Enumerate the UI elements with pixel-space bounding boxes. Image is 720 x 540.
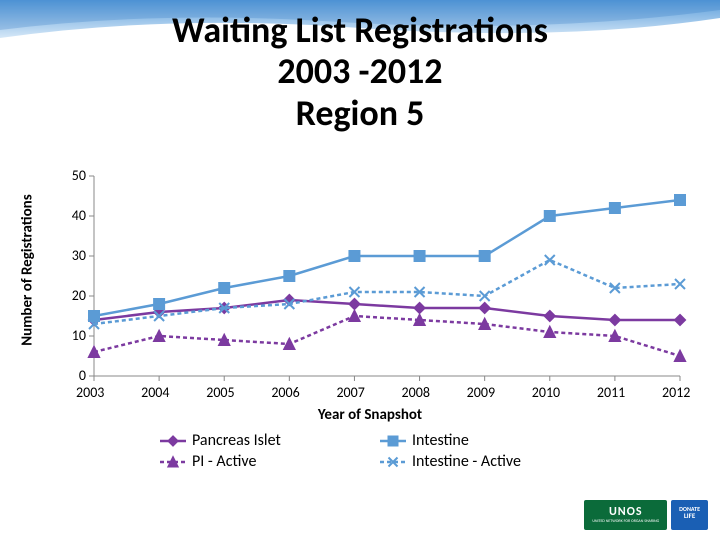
x-tick-label: 2003 — [76, 384, 104, 401]
chart-title: Waiting List Registrations 2003 -2012 Re… — [0, 10, 720, 134]
legend-swatch — [160, 434, 186, 448]
unos-logo: UNOS UNITED NETWORK FOR ORGAN SHARING — [584, 500, 667, 530]
y-axis-label: Number of Registrations — [18, 170, 38, 370]
legend-label: PI - Active — [192, 452, 256, 471]
title-line-2: 2003 -2012 — [0, 51, 720, 92]
y-tick-label: 10 — [72, 327, 86, 344]
legend-label: Intestine — [412, 431, 469, 450]
x-axis-label: Year of Snapshot — [50, 405, 690, 424]
x-tick-label: 2007 — [336, 384, 364, 401]
x-tick-label: 2005 — [206, 384, 234, 401]
legend-item: Intestine — [380, 430, 600, 451]
y-tick-label: 20 — [72, 287, 86, 304]
x-tick-label: 2004 — [141, 384, 169, 401]
slide: Waiting List Registrations 2003 -2012 Re… — [0, 0, 720, 540]
title-line-3: Region 5 — [0, 93, 720, 134]
legend-item: Pancreas Islet — [160, 430, 380, 451]
title-line-1: Waiting List Registrations — [0, 10, 720, 51]
x-tick-label: 2011 — [597, 384, 625, 401]
y-tick-label: 40 — [72, 207, 86, 224]
legend: Pancreas Islet Intestine PI - Active Int… — [160, 430, 600, 472]
line-chart: 0 10 20 30 40 50 2003 2004 2005 2006 2007 2008 2009 2… — [50, 170, 690, 430]
legend-swatch — [380, 434, 406, 448]
legend-label: Pancreas Islet — [192, 431, 281, 450]
donate-life-logo: DONATE LIFE — [671, 500, 708, 530]
legend-label: Intestine - Active — [412, 452, 521, 471]
y-tick-label: 50 — [72, 167, 86, 184]
y-tick-label: 0 — [79, 367, 86, 384]
x-tick-label: 2012 — [662, 384, 690, 401]
legend-swatch — [380, 455, 406, 469]
footer-logos: UNOS UNITED NETWORK FOR ORGAN SHARING DO… — [584, 500, 708, 530]
x-tick-label: 2006 — [271, 384, 299, 401]
y-tick-label: 30 — [72, 247, 86, 264]
legend-swatch — [160, 455, 186, 469]
x-tick-label: 2008 — [402, 384, 430, 401]
legend-item: PI - Active — [160, 451, 380, 472]
x-tick-label: 2010 — [532, 384, 560, 401]
x-tick-label: 2009 — [467, 384, 495, 401]
legend-item: Intestine - Active — [380, 451, 600, 472]
